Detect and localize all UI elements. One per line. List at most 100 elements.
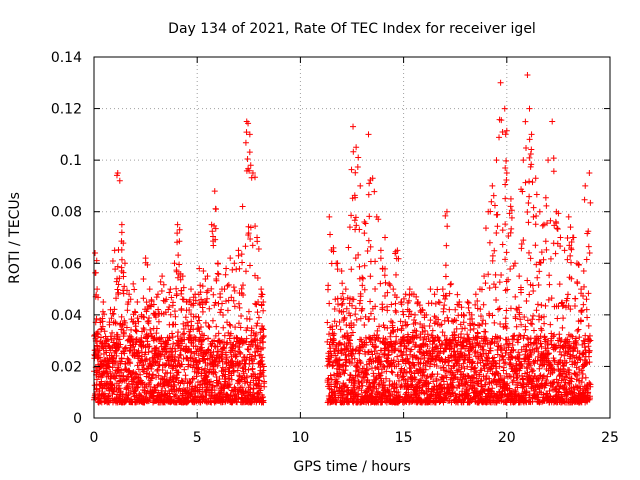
data-point	[114, 331, 121, 338]
data-point	[397, 318, 404, 325]
data-point	[554, 225, 561, 232]
data-point	[354, 373, 361, 380]
data-point	[433, 353, 440, 360]
data-point	[503, 325, 510, 332]
data-point	[497, 335, 504, 342]
data-point	[502, 221, 509, 228]
data-point	[568, 375, 575, 382]
data-point	[536, 365, 543, 372]
data-point	[480, 301, 487, 308]
data-point	[570, 234, 577, 241]
data-point	[480, 317, 487, 324]
data-point	[203, 299, 210, 306]
data-point	[442, 212, 449, 219]
data-point	[327, 324, 334, 331]
data-point	[392, 307, 399, 314]
data-point	[529, 179, 536, 186]
data-point	[512, 362, 519, 369]
data-point	[123, 324, 130, 331]
data-point	[417, 320, 424, 327]
data-point	[328, 381, 335, 388]
data-point	[423, 335, 430, 342]
data-point	[403, 345, 410, 352]
data-point	[111, 335, 118, 342]
data-point	[166, 289, 173, 296]
data-point	[109, 358, 116, 365]
data-point	[142, 259, 149, 266]
data-point	[158, 287, 165, 294]
data-point	[146, 343, 153, 350]
data-point	[245, 230, 252, 237]
data-point	[546, 281, 553, 288]
data-point	[427, 358, 434, 365]
data-point	[220, 324, 227, 331]
data-point	[257, 337, 264, 344]
data-point	[108, 315, 115, 322]
data-point	[217, 294, 224, 301]
data-point	[207, 378, 214, 385]
data-point	[574, 372, 581, 379]
data-point	[355, 390, 362, 397]
data-point	[130, 280, 137, 287]
data-point	[513, 323, 520, 330]
data-point	[384, 325, 391, 332]
data-point	[391, 388, 398, 395]
data-point	[336, 318, 343, 325]
data-point	[232, 324, 239, 331]
data-point	[554, 315, 561, 322]
data-point	[553, 303, 560, 310]
data-point	[375, 216, 382, 223]
data-point	[493, 229, 500, 236]
data-point	[245, 120, 252, 127]
data-point	[364, 371, 371, 378]
data-point	[334, 378, 341, 385]
data-point	[491, 319, 498, 326]
data-point	[413, 354, 420, 361]
data-point	[220, 311, 227, 318]
data-point	[484, 337, 491, 344]
data-point	[372, 258, 379, 265]
data-point	[433, 383, 440, 390]
data-point	[346, 224, 353, 231]
data-point	[528, 131, 535, 138]
data-point	[585, 343, 592, 350]
data-point	[536, 268, 543, 275]
data-point	[210, 291, 217, 298]
data-point	[190, 302, 197, 309]
data-point	[231, 303, 238, 310]
data-point	[395, 377, 402, 384]
data-point	[428, 355, 435, 362]
data-point	[376, 353, 383, 360]
data-point	[406, 308, 413, 315]
data-point	[574, 359, 581, 366]
data-point	[433, 363, 440, 370]
data-point	[212, 225, 219, 232]
data-point	[210, 233, 217, 240]
data-point	[506, 210, 513, 217]
data-point	[329, 363, 336, 370]
data-point	[330, 337, 337, 344]
data-point	[371, 316, 378, 323]
data-point	[434, 334, 441, 340]
data-point	[410, 335, 417, 342]
data-point	[365, 191, 372, 198]
data-point	[508, 225, 515, 232]
data-point	[341, 370, 348, 377]
data-point	[201, 356, 208, 363]
data-point	[209, 317, 216, 324]
data-point	[153, 330, 160, 337]
data-point	[522, 326, 529, 333]
data-point	[485, 271, 492, 278]
data-point	[512, 293, 519, 300]
data-point	[544, 340, 551, 347]
data-point	[565, 213, 572, 220]
data-point	[209, 382, 216, 389]
data-point	[238, 251, 245, 258]
data-point	[113, 172, 120, 179]
data-point	[561, 247, 568, 254]
data-point	[487, 366, 494, 373]
data-point	[526, 154, 533, 161]
data-point	[536, 208, 543, 215]
data-point	[498, 271, 505, 278]
data-point	[237, 349, 244, 356]
